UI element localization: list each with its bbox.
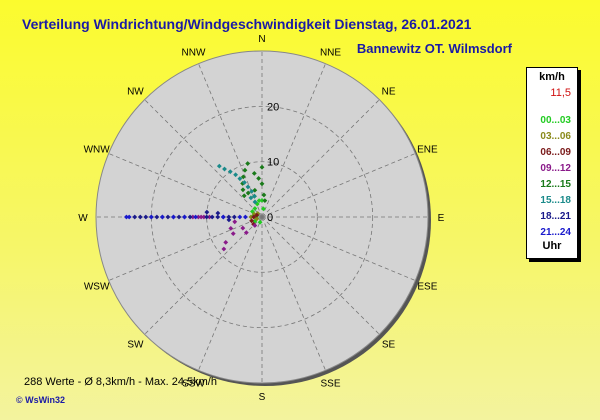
data-point-s6-5 [204,214,210,220]
legend: km/h 11,5 00...03 03...06 06...09 09...1… [526,67,578,259]
data-point-s3-10 [252,223,258,228]
direction-label-s: S [259,392,266,403]
direction-label-e: E [438,213,445,224]
radial-tick-label-20: 20 [267,101,279,113]
legend-bottom-label: Uhr [542,240,562,252]
legend-item-00-03: 00...03 [540,115,571,126]
data-point-s0-6 [259,197,265,203]
legend-item-03-06: 03...06 [540,131,571,142]
radial-tick-label-0: 0 [267,212,273,224]
direction-label-nne: NNE [320,48,341,59]
brand-label: © WsWin32 [16,395,66,405]
legend-item-09-12: 09...12 [540,163,571,174]
direction-label-se: SE [382,340,396,351]
direction-label-sw: SW [127,340,144,351]
data-point-s7-5 [182,214,187,220]
legend-item-21-24: 21...24 [540,227,571,238]
footer-summary: 288 Werte - Ø 8,3km/h - Max. 24,5km/h [24,376,217,388]
legend-unit: km/h [539,71,565,83]
data-point-s0-3 [252,206,258,211]
data-point-s7-6 [193,214,199,220]
data-point-s3-11 [243,230,249,236]
direction-label-w: W [78,213,88,224]
direction-label-nw: NW [127,86,144,97]
direction-label-wnw: WNW [84,144,111,155]
chart-title: Verteilung Windrichtung/Windgeschwindigk… [22,16,472,32]
grid-ring-10 [206,161,318,273]
data-point-s0-7 [261,206,266,212]
location-label: Bannewitz OT. Wilmsdorf [356,41,512,56]
data-point-s3-8 [223,239,229,245]
data-point-s4-5 [241,193,247,199]
data-point-s4-10 [256,176,262,181]
direction-label-n: N [258,34,265,45]
direction-label-ene: ENE [417,144,438,155]
direction-label-ne: NE [382,86,396,97]
direction-label-ssw: SSW [182,378,205,389]
data-point-s0-5 [256,198,262,204]
data-point-s5-0 [216,163,222,169]
direction-label-sse: SSE [320,378,340,389]
data-point-s5-3 [233,172,239,178]
legend-item-12-15: 12...15 [540,179,571,190]
radial-tick-label-10: 10 [267,157,279,169]
data-point-s4-11 [259,164,265,170]
data-point-s4-6 [245,190,251,196]
data-point-s4-13 [261,192,267,198]
direction-label-nnw: NNW [182,48,206,59]
data-point-s3-7 [230,231,236,237]
data-point-s4-12 [259,181,265,187]
legend-item-06-09: 06...09 [540,147,571,158]
legend-max-value: 11,5 [550,87,571,99]
direction-label-ese: ESE [417,282,437,293]
data-point-s5-8 [252,193,257,199]
data-point-s0-8 [257,219,263,225]
legend-item-18-21: 18...21 [540,211,571,222]
data-point-s5-9 [252,199,258,205]
grid-ring-20 [150,105,374,329]
direction-label-wsw: WSW [84,282,110,293]
legend-item-15-18: 15...18 [540,195,571,206]
data-point-s4-14 [262,198,268,204]
